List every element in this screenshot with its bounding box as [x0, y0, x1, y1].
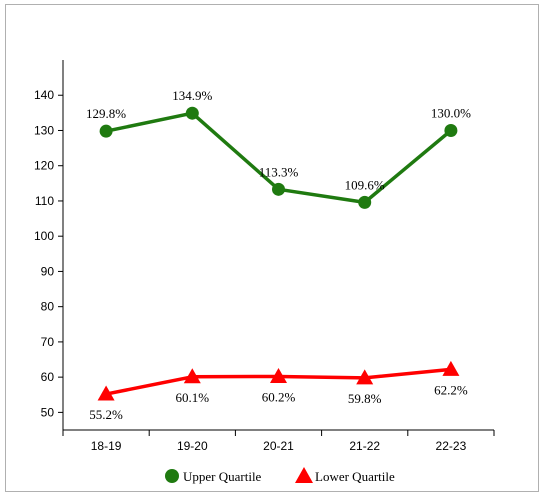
- series-lines: [97, 106, 460, 401]
- upper-quartile-point: [99, 124, 113, 138]
- lower-quartile-data-label: 62.2%: [434, 382, 468, 397]
- lower-quartile-data-label: 59.8%: [348, 391, 382, 406]
- legend-lower-quartile-label: Lower Quartile: [315, 469, 395, 484]
- x-tick-label: 22-23: [436, 439, 467, 453]
- upper-quartile-point: [358, 195, 372, 209]
- lower-quartile-point: [97, 385, 115, 401]
- lower-quartile-point: [442, 360, 460, 376]
- lower-quartile-point: [270, 367, 287, 383]
- upper-quartile-data-label: 113.3%: [259, 164, 299, 179]
- y-tick-label: 110: [35, 194, 54, 208]
- lower-quartile-data-label: 55.2%: [89, 407, 123, 422]
- upper-quartile-point: [272, 182, 285, 196]
- x-tick-label: 18-19: [91, 439, 122, 453]
- upper-quartile-data-label: 130.0%: [431, 105, 471, 120]
- x-tick-label: 20-21: [263, 439, 294, 453]
- lower-quartile-point: [356, 369, 374, 385]
- lower-quartile-data-label: 60.1%: [176, 390, 210, 405]
- upper-quartile-data-label: 109.6%: [345, 177, 385, 192]
- legend-upper-quartile-label: Upper Quartile: [183, 469, 262, 484]
- legend: Upper Quartile Lower Quartile: [165, 467, 395, 484]
- legend-upper-quartile-marker: [165, 469, 179, 483]
- x-tick-label: 19-20: [177, 439, 208, 453]
- upper-quartile-data-label: 129.8%: [86, 106, 126, 121]
- chart-frame: [5, 4, 539, 492]
- x-tick-label: 21-22: [349, 439, 380, 453]
- y-tick-label: 70: [41, 335, 55, 349]
- legend-lower-quartile-marker: [295, 467, 313, 483]
- data-labels: 129.8% 134.9% 113.3% 109.6% 130.0% 55.2% 60.1%…: [86, 88, 471, 422]
- y-tick-label: 80: [41, 300, 55, 314]
- upper-quartile-point: [444, 123, 458, 137]
- y-tick-label: 130: [34, 123, 54, 137]
- y-tick-label: 50: [41, 405, 55, 419]
- y-tick-label: 60: [41, 370, 55, 384]
- y-tick-label: 90: [41, 264, 55, 278]
- lower-quartile-data-label: 60.2%: [262, 389, 296, 404]
- y-tick-label: 140: [34, 88, 54, 102]
- upper-quartile-data-label: 134.9%: [172, 88, 212, 103]
- y-tick-label: 100: [34, 229, 54, 243]
- axes: 50 60 70 80 90 100 110 120 130 140 18-19 19-20 20-21…: [34, 60, 495, 453]
- upper-quartile-point: [185, 106, 199, 120]
- lower-quartile-point: [183, 368, 201, 384]
- y-tick-label: 120: [34, 159, 54, 173]
